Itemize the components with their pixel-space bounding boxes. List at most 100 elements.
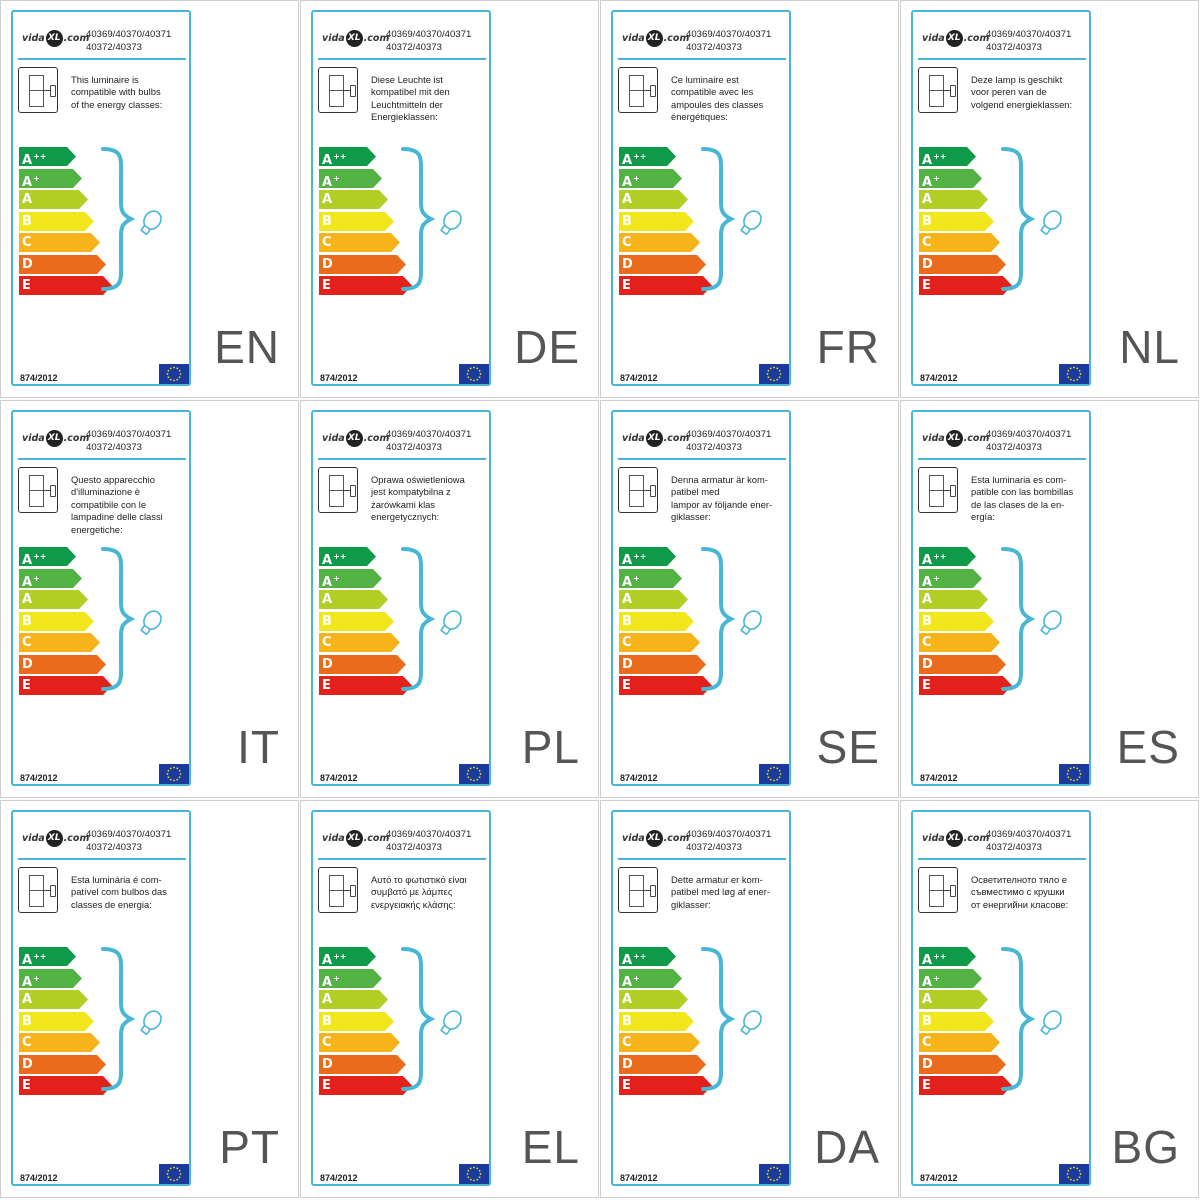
energy-class-arrow: E <box>19 276 112 295</box>
vidaxl-logo: vida XL .com <box>22 830 89 848</box>
header-divider <box>918 458 1086 460</box>
energy-label-card: vida XL .com 40369/40370/40371 40372/40373 E… <box>11 810 191 1186</box>
energy-class-arrow: B <box>619 211 694 231</box>
compatibility-text: Esta luminaria es com- patible con las b… <box>971 474 1074 523</box>
energy-label-card: vida XL .com 40369/40370/40371 40372/40373 T… <box>11 10 191 386</box>
language-code: PL <box>521 721 580 773</box>
wall-luminaire-icon <box>918 67 958 113</box>
energy-class-arrow: A++ <box>319 547 376 568</box>
wall-luminaire-icon <box>18 67 58 113</box>
header-divider <box>618 58 786 60</box>
energy-label-card: vida XL .com 40369/40370/40371 40372/40373 D… <box>311 10 491 386</box>
eu-flag-icon <box>759 1164 789 1184</box>
product-codes: 40369/40370/40371 40372/40373 <box>386 429 472 453</box>
energy-label-card: vida XL .com 40369/40370/40371 40372/40373 E… <box>911 410 1091 786</box>
energy-class-arrow: C <box>19 233 100 252</box>
product-codes: 40369/40370/40371 40372/40373 <box>686 429 772 453</box>
vidaxl-logo: vida XL .com <box>322 830 389 848</box>
energy-class-arrow: A <box>19 990 88 1009</box>
energy-class-arrow: A+ <box>19 168 82 190</box>
product-codes: 40369/40370/40371 40372/40373 <box>86 29 172 53</box>
energy-class-arrow: A <box>619 590 688 609</box>
wall-luminaire-icon <box>918 467 958 513</box>
energy-class-arrow: B <box>19 611 94 631</box>
energy-class-arrow: A+ <box>19 968 82 990</box>
language-code: SE <box>816 721 880 773</box>
eu-flag-icon <box>759 364 789 384</box>
energy-class-arrow: D <box>919 1054 1006 1074</box>
energy-label-tile-es: vida XL .com 40369/40370/40371 40372/40373 E… <box>900 400 1199 798</box>
header-divider <box>18 58 186 60</box>
regulation-number: 874/2012 <box>320 773 358 783</box>
energy-label-card: vida XL .com 40369/40370/40371 40372/40373 D… <box>911 10 1091 386</box>
product-codes: 40369/40370/40371 40372/40373 <box>386 29 472 53</box>
brace-bulb-icon <box>701 947 762 1091</box>
brace-bulb-icon <box>1001 147 1062 291</box>
energy-class-arrow: A <box>919 190 988 209</box>
brace-bulb-icon <box>101 147 162 291</box>
compatibility-text: Oprawa oświetleniowa jest kompatybilna z… <box>371 474 465 523</box>
language-code: NL <box>1119 321 1180 373</box>
energy-class-arrow: B <box>619 611 694 631</box>
product-codes: 40369/40370/40371 40372/40373 <box>86 429 172 453</box>
product-codes: 40369/40370/40371 40372/40373 <box>686 29 772 53</box>
energy-class-arrow: A+ <box>619 168 682 190</box>
energy-class-arrow: C <box>19 1033 100 1052</box>
brace-bulb-icon <box>1001 547 1062 691</box>
compatibility-text: Diese Leuchte ist kompatibel mit den Leu… <box>371 74 450 123</box>
vidaxl-logo: vida XL .com <box>922 830 989 848</box>
regulation-number: 874/2012 <box>20 773 58 783</box>
compatibility-text: Ce luminaire est compatible avec les amp… <box>671 74 764 123</box>
energy-class-arrow: C <box>319 233 400 252</box>
brace-bulb-icon <box>701 147 762 291</box>
energy-class-arrow: C <box>919 1033 1000 1052</box>
regulation-number: 874/2012 <box>20 1173 58 1183</box>
header-divider <box>618 858 786 860</box>
brace-bulb-icon <box>401 147 462 291</box>
wall-luminaire-icon <box>18 467 58 513</box>
energy-class-arrow: C <box>19 633 100 652</box>
energy-label-tile-it: vida XL .com 40369/40370/40371 40372/40373 Q… <box>0 400 299 798</box>
energy-class-arrow: C <box>619 1033 700 1052</box>
energy-class-arrow: E <box>319 1076 412 1095</box>
energy-label-card: vida XL .com 40369/40370/40371 40372/40373 D… <box>611 410 791 786</box>
energy-class-arrow: B <box>19 211 94 231</box>
energy-class-arrow: A++ <box>919 947 976 968</box>
eu-flag-icon <box>1059 1164 1089 1184</box>
language-code: EN <box>214 321 280 373</box>
energy-class-arrow: C <box>919 633 1000 652</box>
wall-luminaire-icon <box>318 867 358 913</box>
energy-class-arrow: E <box>19 676 112 695</box>
energy-class-arrow: A <box>19 590 88 609</box>
energy-label-tile-nl: vida XL .com 40369/40370/40371 40372/40373 D… <box>900 0 1199 398</box>
energy-class-arrow: A <box>319 590 388 609</box>
vidaxl-logo: vida XL .com <box>622 830 689 848</box>
energy-label-tile-bg: vida XL .com 40369/40370/40371 40372/40373 О… <box>900 800 1199 1198</box>
energy-class-arrow: E <box>919 276 1012 295</box>
wall-luminaire-icon <box>618 67 658 113</box>
vidaxl-logo: vida XL .com <box>322 430 389 448</box>
energy-class-arrow: A++ <box>619 547 676 568</box>
energy-label-tile-de: vida XL .com 40369/40370/40371 40372/40373 D… <box>300 0 599 398</box>
brace-bulb-icon <box>1001 947 1062 1091</box>
energy-label-card: vida XL .com 40369/40370/40371 40372/40373 D… <box>611 810 791 1186</box>
language-code: EL <box>521 1121 580 1173</box>
compatibility-text: Questo apparecchio d'illuminazione è com… <box>71 474 163 535</box>
vidaxl-logo: vida XL .com <box>22 30 89 48</box>
energy-class-arrow: E <box>619 1076 712 1095</box>
energy-class-arrow: C <box>319 1033 400 1052</box>
energy-label-card: vida XL .com 40369/40370/40371 40372/40373 Α… <box>311 810 491 1186</box>
vidaxl-logo: vida XL .com <box>22 430 89 448</box>
energy-class-arrow: D <box>319 654 406 674</box>
brace-bulb-icon <box>101 947 162 1091</box>
wall-luminaire-icon <box>618 867 658 913</box>
compatibility-text: This luminaire is compatible with bulbs … <box>71 74 163 110</box>
energy-class-arrow: D <box>619 1054 706 1074</box>
energy-class-arrow: A++ <box>919 547 976 568</box>
compatibility-text: Denna armatur är kom- patibel med lampor… <box>671 474 773 523</box>
energy-class-arrow: C <box>619 233 700 252</box>
energy-class-arrow: A+ <box>319 168 382 190</box>
regulation-number: 874/2012 <box>620 373 658 383</box>
energy-class-arrow: A+ <box>919 968 982 990</box>
wall-luminaire-icon <box>618 467 658 513</box>
